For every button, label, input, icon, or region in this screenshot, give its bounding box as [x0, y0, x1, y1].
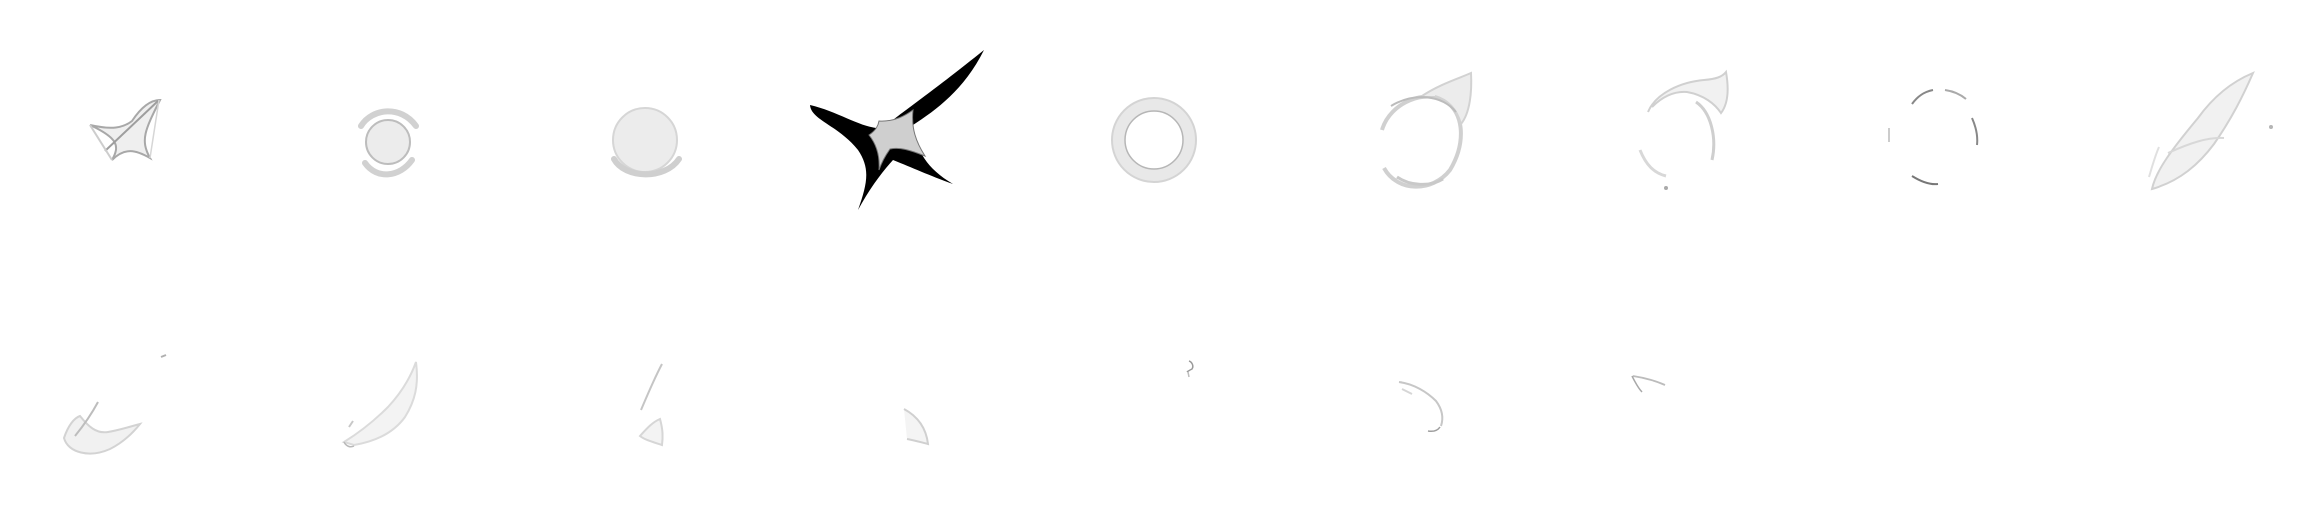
black-star-icon: [768, 0, 1024, 256]
swoosh-fade-3-icon: [512, 256, 768, 512]
spark-star-icon: [0, 0, 256, 256]
swoosh-fade-6-icon: [1280, 256, 1536, 512]
swirl-fragment-icon: [1536, 0, 1792, 256]
swoosh-fade-7-icon: [1536, 256, 1792, 512]
ring-orb-icon: [256, 0, 512, 256]
filled-orb-icon: [512, 0, 768, 256]
dashed-ring-icon: [1792, 0, 2048, 256]
thick-ring-icon: [1024, 0, 1280, 256]
swoosh-fade-1-icon: [0, 256, 256, 512]
swirl-ring-icon: [1280, 0, 1536, 256]
swoosh-fade-5-icon: [1024, 256, 1280, 512]
swoosh-fade-2-icon: [256, 256, 512, 512]
swoosh-fade-4-icon: [768, 256, 1024, 512]
swoosh-icon: [2048, 0, 2304, 256]
